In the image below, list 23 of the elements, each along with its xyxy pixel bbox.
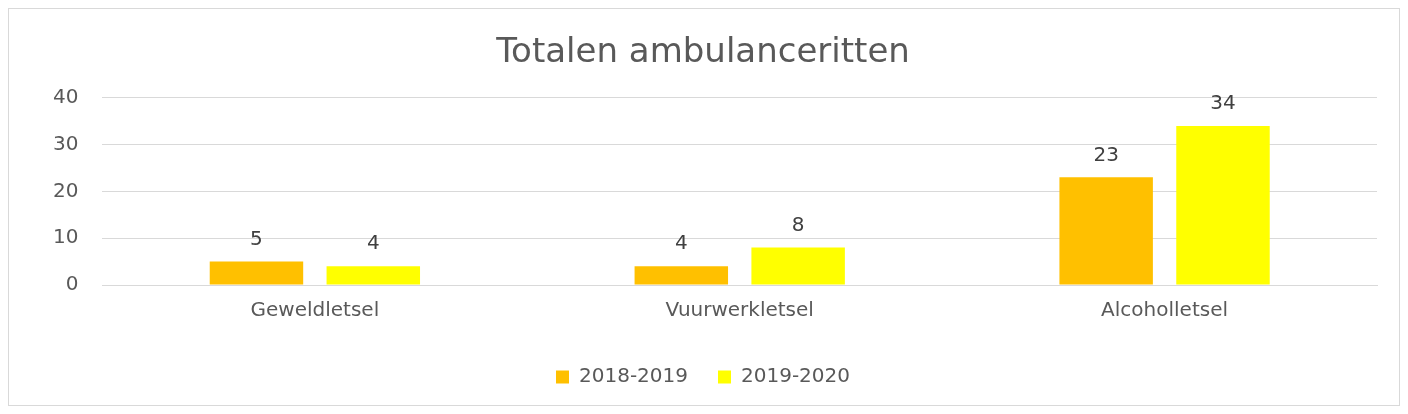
data-label: 5: [250, 225, 263, 250]
x-tick-label: Geweldletsel: [250, 297, 380, 322]
data-label: 4: [674, 230, 688, 255]
bar: [751, 247, 845, 285]
bar: [209, 261, 304, 285]
data-label: 34: [1210, 90, 1236, 115]
bar: [634, 266, 729, 285]
y-tick-label: 0: [65, 271, 79, 296]
data-label: 8: [791, 211, 805, 236]
data-label: 4: [366, 230, 380, 255]
legend-label: 2019-2020: [741, 363, 851, 388]
bar: [1176, 125, 1270, 285]
y-tick-label: 30: [53, 130, 79, 155]
x-tick-label: Vuurwerkletsel: [665, 297, 814, 322]
x-tick-label: Alcoholletsel: [1101, 297, 1229, 322]
y-tick-label: 40: [53, 84, 79, 108]
bar: [1059, 177, 1153, 285]
y-tick-label: 20: [53, 177, 79, 202]
legend-label: 2018-2019: [578, 363, 688, 388]
y-tick-label: 10: [53, 224, 79, 249]
bar: [326, 266, 421, 285]
data-label: 23: [1093, 141, 1119, 166]
chart-title: Totalen ambulanceritten: [495, 30, 910, 71]
